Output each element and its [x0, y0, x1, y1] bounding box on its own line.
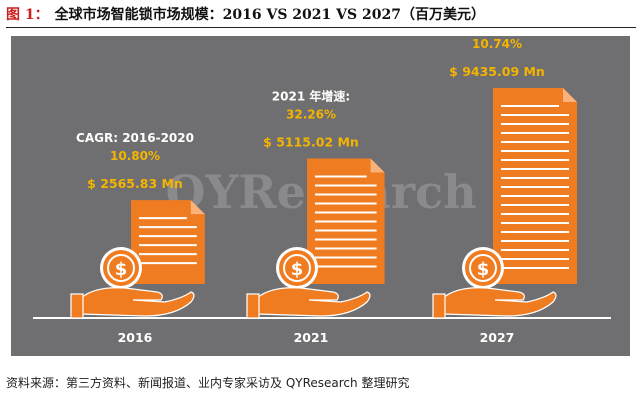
bar-group-2021: $ $ 5115.02 Mn 32.26% 2021 年增速: 2021 [246, 89, 385, 345]
svg-text:$: $ [291, 259, 304, 280]
annotation-value: 10.74% [472, 37, 522, 51]
coin-dollar-icon: $ [100, 247, 142, 289]
svg-text:$: $ [477, 259, 490, 280]
figure-label: 图 1： [6, 7, 49, 23]
bar-document-2016 [131, 200, 205, 284]
coin-dollar-icon: $ [276, 247, 318, 289]
annotation-label: 2021 年增速: [272, 89, 350, 104]
hand-icon [70, 287, 195, 319]
data-label: $ 5115.02 Mn [263, 135, 359, 150]
hand-icon [432, 287, 557, 319]
annotation-value: 10.80% [110, 149, 160, 163]
svg-text:$: $ [115, 259, 128, 280]
category-label: 2016 [118, 330, 153, 345]
data-label: $ 9435.09 Mn [449, 64, 545, 79]
category-label: 2027 [480, 330, 515, 345]
data-label: $ 2565.83 Mn [87, 176, 183, 191]
coin-dollar-icon: $ [462, 247, 504, 289]
hand-icon [246, 287, 371, 319]
annotation-value: 32.26% [286, 108, 336, 122]
figure-title-text: 全球市场智能锁市场规模：2016 VS 2021 VS 2027（百万美元） [54, 7, 485, 23]
annotation-label: CAGR: 2016-2020 [76, 131, 194, 145]
source-note: 资料来源：第三方资料、新闻报道、业内专家采访及 QYResearch 整理研究 [6, 376, 410, 390]
bar-group-2016: $ $ 2565.83 Mn 10.80% CAGR: 2016-2020 2016 [70, 131, 205, 345]
category-label: 2021 [294, 330, 329, 345]
bar-document-2021 [307, 158, 385, 284]
figure-title: 图 1： 全球市场智能锁市场规模：2016 VS 2021 VS 2027（百万美… [6, 3, 636, 28]
bar-document-2027 [493, 88, 577, 284]
